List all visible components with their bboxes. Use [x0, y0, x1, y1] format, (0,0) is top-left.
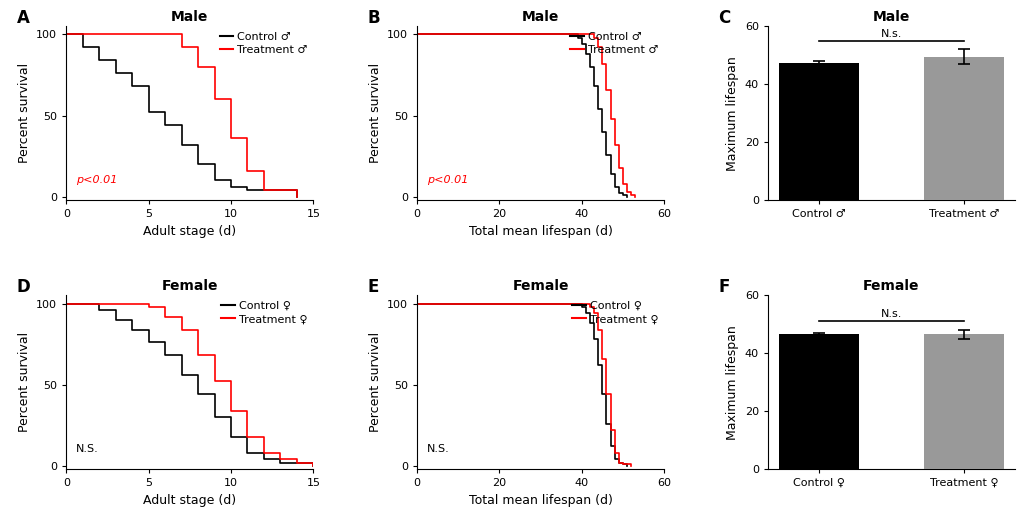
X-axis label: Total mean lifespan (d): Total mean lifespan (d) — [468, 494, 612, 506]
X-axis label: Adult stage (d): Adult stage (d) — [143, 225, 236, 238]
Legend: Control ♀, Treatment ♀: Control ♀, Treatment ♀ — [572, 301, 658, 324]
Text: D: D — [17, 278, 31, 296]
Title: Male: Male — [171, 10, 208, 24]
Text: p<0.01: p<0.01 — [427, 174, 468, 184]
Text: F: F — [717, 278, 730, 296]
X-axis label: Adult stage (d): Adult stage (d) — [143, 494, 236, 506]
Y-axis label: Maximum lifespan: Maximum lifespan — [726, 56, 739, 171]
Text: A: A — [17, 9, 30, 27]
Y-axis label: Percent survival: Percent survival — [17, 63, 31, 163]
Bar — [779, 63, 858, 200]
Legend: Control ♀, Treatment ♀: Control ♀, Treatment ♀ — [221, 301, 308, 324]
Text: N.S.: N.S. — [427, 444, 449, 454]
Text: N.s.: N.s. — [879, 28, 901, 38]
Text: C: C — [717, 9, 730, 27]
Text: N.s.: N.s. — [879, 309, 901, 319]
Title: Male: Male — [872, 10, 909, 24]
Y-axis label: Percent survival: Percent survival — [17, 332, 31, 432]
Title: Female: Female — [512, 279, 569, 293]
Title: Female: Female — [161, 279, 218, 293]
Legend: Control ♂, Treatment ♂: Control ♂, Treatment ♂ — [570, 32, 658, 55]
X-axis label: Total mean lifespan (d): Total mean lifespan (d) — [468, 225, 612, 238]
Legend: Control ♂, Treatment ♂: Control ♂, Treatment ♂ — [219, 32, 308, 55]
Text: E: E — [367, 278, 379, 296]
Text: B: B — [367, 9, 380, 27]
Title: Female: Female — [862, 279, 919, 293]
Title: Male: Male — [522, 10, 558, 24]
Y-axis label: Percent survival: Percent survival — [368, 332, 381, 432]
Y-axis label: Maximum lifespan: Maximum lifespan — [726, 325, 739, 440]
Text: p<0.01: p<0.01 — [76, 174, 117, 184]
Y-axis label: Percent survival: Percent survival — [368, 63, 381, 163]
Bar — [923, 335, 1003, 469]
Text: N.S.: N.S. — [76, 444, 99, 454]
Bar — [779, 335, 858, 469]
Bar — [923, 57, 1003, 200]
